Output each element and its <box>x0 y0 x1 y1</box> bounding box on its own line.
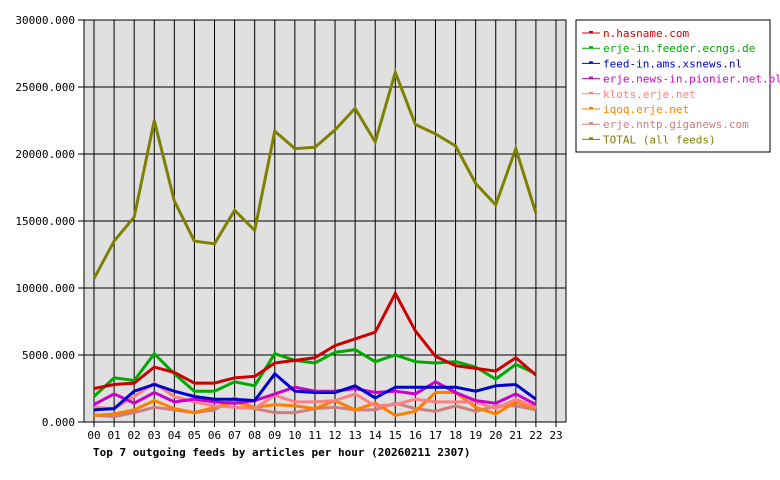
legend-marker-icon <box>589 31 593 33</box>
x-tick-label: 18 <box>449 429 462 442</box>
grid-lines <box>84 20 566 422</box>
legend-box <box>575 19 771 153</box>
x-tick-label: 12 <box>328 429 341 442</box>
series-line-feed-in-ams-xsnews-nl <box>93 371 537 412</box>
x-axis: 00 01 02 03 04 05 06 07 08 09 10 11 12 13 14 15 16 17 18 19… <box>87 422 563 442</box>
legend-item: erje-in.feeder.ecngs.de <box>582 42 755 55</box>
legend-item: TOTAL (all feeds) <box>582 133 716 146</box>
legend-item: erje.nntp.giganews.com <box>582 118 749 131</box>
legend-marker-icon <box>589 137 593 140</box>
x-tick-label: 00 <box>87 429 100 442</box>
legend-label: iqoq.erje.net <box>603 103 689 116</box>
y-tick-label: 15000.000 <box>15 215 75 228</box>
x-tick-label: 07 <box>228 429 241 442</box>
x-tick-label: 09 <box>268 429 281 442</box>
series-line-iqoq-erje-net <box>93 391 537 417</box>
x-tick-label: 23 <box>549 429 562 442</box>
y-tick-label: 0.000 <box>42 416 75 429</box>
x-tick-label: 01 <box>107 429 120 442</box>
legend-marker-icon <box>589 107 593 109</box>
series-line-total-all-feeds- <box>92 67 538 280</box>
legend-item: klots.erje.net <box>582 88 696 101</box>
legend-label: erje.nntp.giganews.com <box>603 118 749 131</box>
legend-marker-icon <box>589 46 593 49</box>
x-tick-label: 19 <box>469 429 482 442</box>
x-tick-label: 03 <box>148 429 161 442</box>
legend-marker-icon <box>589 76 593 79</box>
y-tick-label: 20000.000 <box>15 148 75 161</box>
legend-marker-icon <box>589 61 593 64</box>
y-tick-label: 25000.000 <box>15 81 75 94</box>
legend-item: feed-in.ams.xsnews.nl <box>582 57 742 70</box>
x-tick-label: 15 <box>389 429 402 442</box>
x-tick-label: 14 <box>369 429 383 442</box>
legend-item: iqoq.erje.net <box>582 103 689 116</box>
series-lines <box>92 67 538 419</box>
legend-label: erje-in.feeder.ecngs.de <box>603 42 755 55</box>
x-tick-label: 08 <box>248 429 261 442</box>
chart-title: Top 7 outgoing feeds by articles per hou… <box>93 446 471 459</box>
x-tick-label: 02 <box>128 429 141 442</box>
y-tick-label: 5000.000 <box>22 349 75 362</box>
x-tick-label: 20 <box>489 429 502 442</box>
x-tick-label: 05 <box>188 429 201 442</box>
y-tick-label: 10000.000 <box>15 282 75 295</box>
legend-item: erje.news-in.pionier.net.pl <box>582 73 780 86</box>
legend-label: n.hasname.com <box>603 27 689 40</box>
series-line-erje-in-feeder-ecngs-de <box>92 348 537 398</box>
legend-label: TOTAL (all feeds) <box>603 133 716 146</box>
legend-label: erje.news-in.pionier.net.pl <box>603 73 780 86</box>
x-tick-label: 06 <box>208 429 221 442</box>
series-line-n-hasname-com <box>93 290 537 390</box>
x-tick-label: 10 <box>288 429 301 442</box>
legend-marker-icon <box>589 122 593 125</box>
y-axis: 0.000 5000.000 10000.000 15000.000 20000.000… <box>15 14 84 429</box>
legend-label: feed-in.ams.xsnews.nl <box>603 57 742 70</box>
x-tick-label: 13 <box>349 429 362 442</box>
x-tick-label: 16 <box>409 429 422 442</box>
legend-marker-icon <box>589 91 593 94</box>
x-tick-label: 21 <box>509 429 522 442</box>
legend-item: n.hasname.com <box>582 27 689 40</box>
x-tick-label: 22 <box>529 429 542 442</box>
y-tick-label: 30000.000 <box>15 14 75 27</box>
legend: n.hasname.com erje-in.feeder.ecngs.de feed… <box>575 19 780 153</box>
legend-label: klots.erje.net <box>603 88 696 101</box>
x-tick-label: 17 <box>429 429 442 442</box>
x-tick-label: 11 <box>308 429 321 442</box>
series-line-klots-erje-net <box>93 381 537 411</box>
x-tick-label: 04 <box>168 429 182 442</box>
